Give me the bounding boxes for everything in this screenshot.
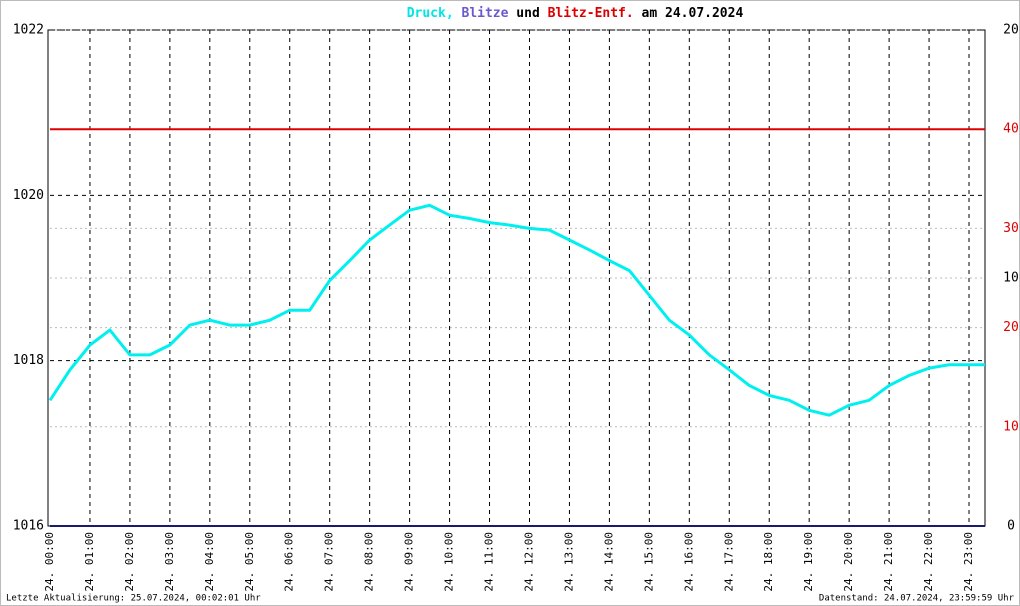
x-tick-label: 24. 13:00 [562,532,575,592]
x-tick-label: 24. 15:00 [642,532,655,592]
y-tick-label: 1022 [13,23,44,38]
y2-tick-label: 20 [1003,23,1019,38]
x-tick-label: 24. 20:00 [842,532,855,592]
footer-left: Letzte Aktualisierung: 25.07.2024, 00:02… [6,594,261,604]
y2-tick-label: 10 [1003,271,1019,286]
x-tick-label: 24. 05:00 [243,532,256,592]
x-tick-label: 24. 08:00 [363,532,376,592]
x-tick-label: 24. 12:00 [522,532,535,592]
x-tick-label: 24. 19:00 [802,532,815,592]
x-tick-label: 24. 00:00 [43,532,56,592]
x-tick-label: 24. 16:00 [682,532,695,592]
x-tick-label: 24. 21:00 [882,532,895,592]
x-tick-label: 24. 04:00 [203,532,216,592]
title-part: Druck, [407,6,454,21]
x-tick-label: 24. 03:00 [163,532,176,592]
y-tick-label: 1020 [13,188,44,203]
y-tick-label: 1018 [13,353,44,368]
x-tick-label: 24. 22:00 [922,532,935,592]
x-tick-label: 24. 14:00 [602,532,615,592]
title-part: Blitz-Entf. [548,6,634,21]
title-part: Blitze [462,6,509,21]
footer-right: Datenstand: 24.07.2024, 23:59:59 Uhr [819,594,1015,604]
x-tick-label: 24. 17:00 [722,532,735,592]
x-tick-label: 24. 11:00 [483,532,496,592]
title-part: am 24.07.2024 [642,6,744,21]
title-text: Druck, Blitze und Blitz-Entf. am 24.07.2… [407,6,744,21]
x-tick-label: 24. 06:00 [283,532,296,592]
x-tick-label: 24. 10:00 [443,532,456,592]
x-tick-label: 24. 07:00 [323,532,336,592]
series-line [48,203,985,417]
x-tick-label: 24. 18:00 [762,532,775,592]
y3-tick-label: 10 [1003,419,1019,434]
y-tick-label: 1016 [13,519,44,534]
chart-title: Druck, Blitze und Blitz-Entf. am 24.07.2… [407,6,744,21]
x-tick-label: 24. 02:00 [123,532,136,592]
y3-tick-label: 20 [1003,320,1019,335]
x-tick-label: 24. 01:00 [83,532,96,592]
y2-tick-label: 0 [1007,519,1015,534]
y3-tick-label: 30 [1003,221,1019,236]
y3-tick-label: 40 [1003,122,1019,137]
x-tick-label: 24. 23:00 [962,532,975,592]
x-tick-label: 24. 09:00 [403,532,416,592]
title-part: und [516,6,539,21]
